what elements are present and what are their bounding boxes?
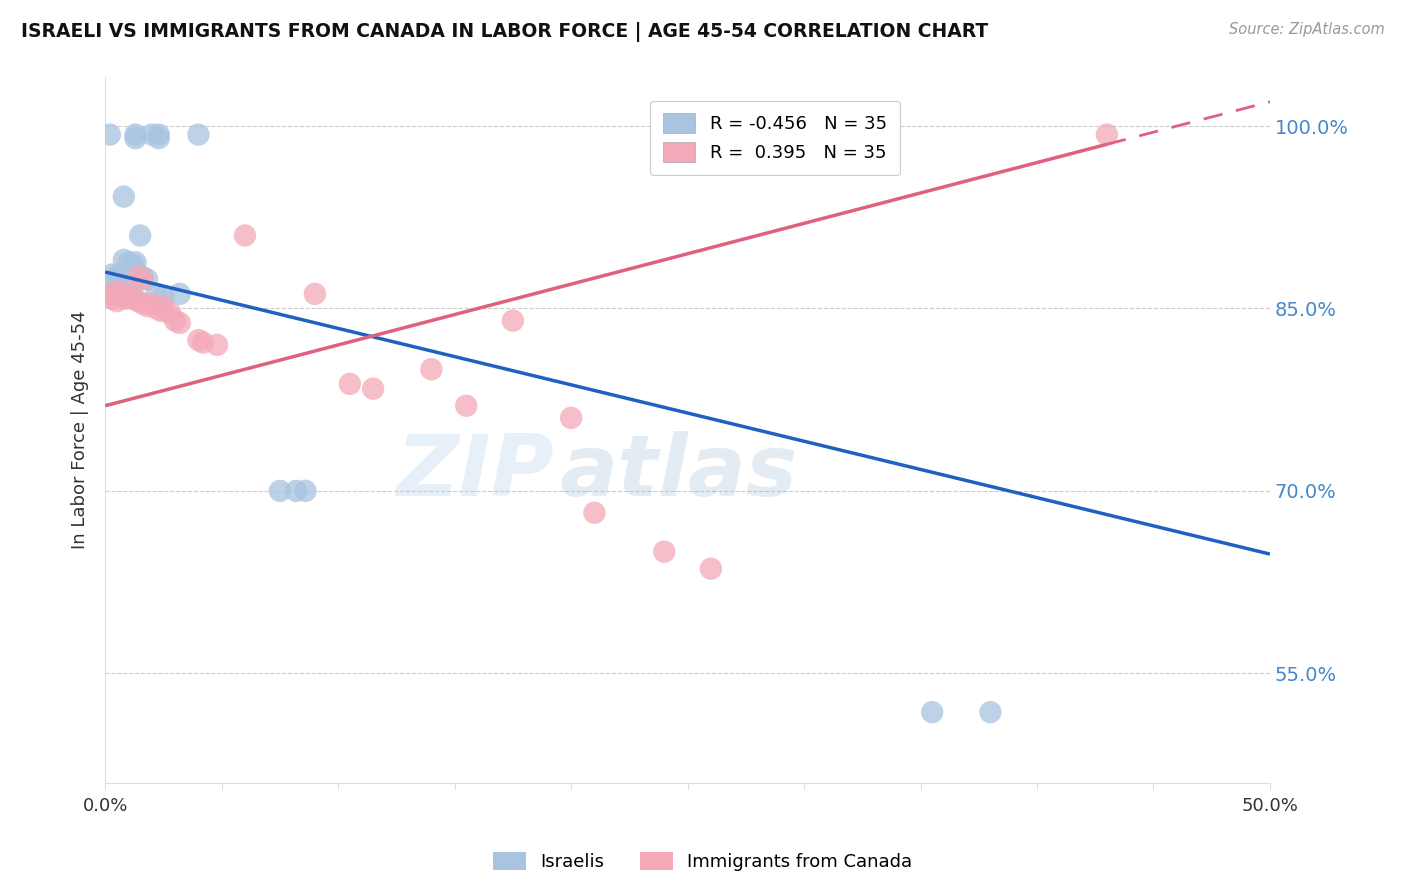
Point: [583, 506, 606, 520]
Point: [294, 483, 316, 498]
Point: [145, 301, 167, 316]
Point: [127, 294, 149, 309]
Point: [101, 292, 124, 306]
Point: [456, 399, 478, 413]
Point: [700, 562, 723, 576]
Point: [152, 299, 174, 313]
Point: [152, 289, 174, 303]
Point: [269, 483, 291, 498]
Point: [136, 299, 159, 313]
Text: Source: ZipAtlas.com: Source: ZipAtlas.com: [1229, 22, 1385, 37]
Point: [127, 268, 149, 282]
Point: [233, 228, 256, 243]
Point: [141, 128, 163, 142]
Legend: R = -0.456   N = 35, R =  0.395   N = 35: R = -0.456 N = 35, R = 0.395 N = 35: [650, 101, 900, 175]
Point: [122, 292, 145, 306]
Text: atlas: atlas: [560, 431, 797, 514]
Point: [165, 313, 187, 327]
Point: [105, 294, 128, 309]
Point: [110, 289, 132, 303]
Point: [560, 410, 582, 425]
Point: [112, 269, 135, 284]
Point: [502, 313, 524, 327]
Point: [131, 269, 153, 284]
Point: [101, 286, 124, 301]
Point: [105, 285, 128, 299]
Point: [112, 189, 135, 203]
Point: [420, 362, 443, 376]
Point: [122, 289, 145, 303]
Point: [141, 296, 163, 310]
Point: [979, 705, 1001, 719]
Point: [112, 252, 135, 267]
Point: [112, 286, 135, 301]
Point: [129, 228, 152, 243]
Point: [117, 255, 139, 269]
Point: [117, 289, 139, 303]
Point: [110, 286, 132, 301]
Point: [98, 128, 121, 142]
Point: [187, 128, 209, 142]
Point: [122, 258, 145, 272]
Point: [169, 286, 191, 301]
Point: [136, 272, 159, 286]
Point: [339, 376, 361, 391]
Legend: Israelis, Immigrants from Canada: Israelis, Immigrants from Canada: [486, 845, 920, 879]
Text: ISRAELI VS IMMIGRANTS FROM CANADA IN LABOR FORCE | AGE 45-54 CORRELATION CHART: ISRAELI VS IMMIGRANTS FROM CANADA IN LAB…: [21, 22, 988, 42]
Point: [105, 269, 128, 284]
Point: [124, 255, 146, 269]
Point: [124, 131, 146, 145]
Point: [131, 296, 153, 310]
Point: [117, 286, 139, 301]
Point: [169, 316, 191, 330]
Point: [187, 333, 209, 347]
Point: [145, 286, 167, 301]
Point: [108, 285, 131, 299]
Point: [159, 306, 181, 320]
Point: [652, 544, 675, 558]
Point: [98, 286, 121, 301]
Point: [304, 286, 326, 301]
Point: [148, 128, 170, 142]
Point: [285, 483, 308, 498]
Point: [1095, 128, 1118, 142]
Point: [361, 382, 384, 396]
Point: [108, 286, 131, 301]
Point: [148, 131, 170, 145]
Y-axis label: In Labor Force | Age 45-54: In Labor Force | Age 45-54: [72, 310, 89, 549]
Point: [101, 268, 124, 282]
Point: [124, 128, 146, 142]
Point: [131, 272, 153, 286]
Point: [191, 335, 214, 350]
Point: [127, 269, 149, 284]
Point: [115, 292, 138, 306]
Point: [921, 705, 943, 719]
Point: [205, 338, 228, 352]
Text: ZIP: ZIP: [396, 431, 554, 514]
Point: [150, 304, 173, 318]
Point: [108, 268, 131, 282]
